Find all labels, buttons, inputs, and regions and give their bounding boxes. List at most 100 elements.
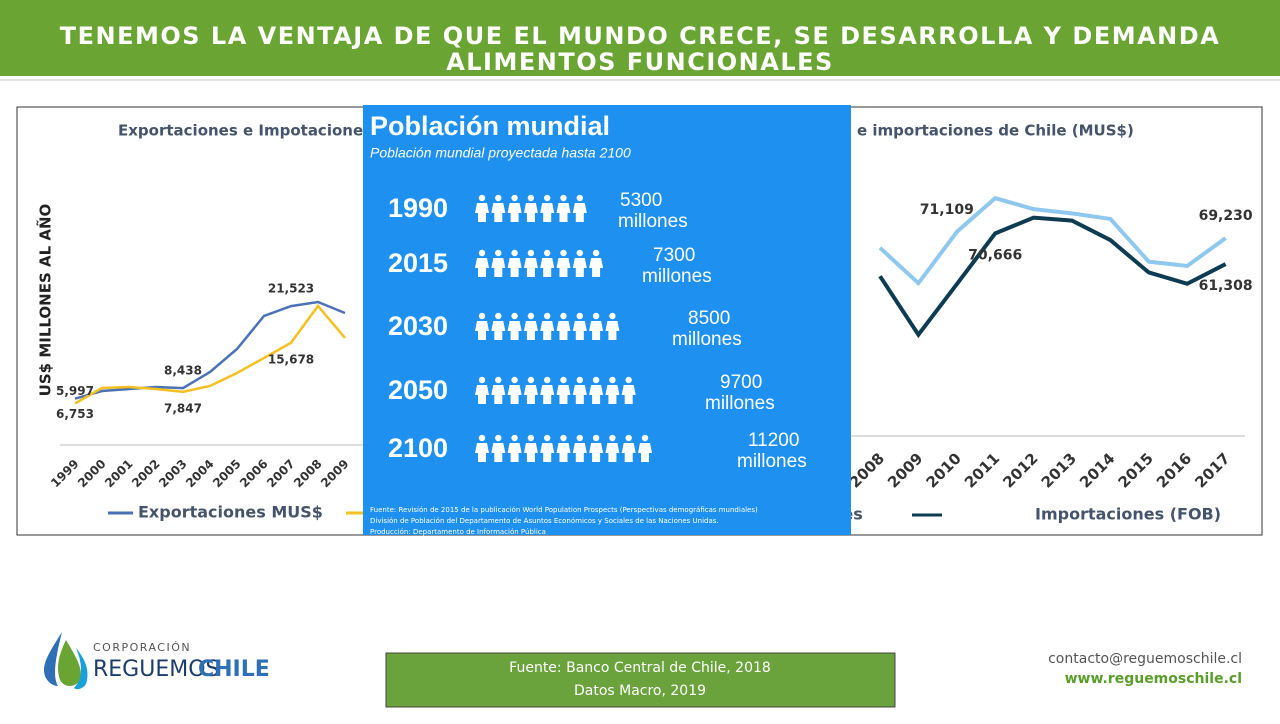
logo-drop — [44, 632, 62, 686]
person-icon — [478, 194, 486, 202]
row-unit: millones — [737, 451, 807, 472]
person-icon — [507, 321, 522, 340]
person-icon — [511, 434, 518, 442]
person-icon — [495, 194, 502, 202]
series-line — [74, 303, 346, 405]
infographic-source: Fuente: Revisión de 2015 de la publicaci… — [370, 506, 758, 514]
logo-drop — [74, 648, 88, 690]
person-icon — [523, 258, 538, 277]
person-icon — [507, 258, 522, 277]
person-icon — [556, 385, 571, 404]
header-title: TENEMOS LA VENTAJA DE QUE EL MUNDO CRECE… — [60, 22, 1221, 50]
data-label: 6,753 — [56, 407, 94, 421]
person-icon — [544, 194, 551, 202]
person-icon — [523, 385, 538, 404]
chart-title: Exportaciones e Impotaciones — [118, 122, 372, 140]
row-year: 2100 — [388, 433, 448, 463]
person-icon — [621, 385, 636, 404]
data-label: 21,523 — [268, 282, 314, 296]
row-amount: 11200 — [748, 430, 799, 451]
logo-text: CHILE — [198, 657, 270, 682]
person-icon — [544, 434, 551, 442]
person-icon — [523, 321, 538, 340]
infographic-source: División de Población del Departamento d… — [370, 517, 719, 525]
infographic-title: Población mundial — [370, 111, 610, 141]
row-amount: 8500 — [688, 308, 730, 329]
data-label: 70,666 — [968, 247, 1022, 263]
person-icon — [511, 194, 518, 202]
person-icon — [572, 321, 587, 340]
series-line — [74, 300, 346, 400]
person-icon — [540, 203, 555, 222]
row-year: 2030 — [388, 311, 448, 341]
row-year: 1990 — [388, 193, 448, 223]
data-label: 7,847 — [164, 401, 202, 415]
data-label: 5,997 — [56, 384, 94, 398]
person-icon — [527, 194, 535, 202]
person-icon — [478, 376, 486, 384]
person-icon — [560, 434, 567, 442]
person-icon — [638, 443, 652, 462]
person-icon — [576, 376, 583, 384]
data-label: 8,438 — [164, 364, 202, 378]
person-icon — [475, 203, 489, 222]
person-icon — [491, 443, 506, 462]
person-icon — [511, 249, 518, 257]
person-icon — [523, 443, 538, 462]
person-icon — [641, 434, 649, 442]
person-icon — [540, 258, 555, 277]
contact-web: www.reguemoschile.cl — [1065, 671, 1242, 687]
person-icon — [589, 321, 604, 340]
person-icon — [605, 321, 620, 340]
y-axis-label: US$ MILLONES AL AÑO — [36, 204, 55, 397]
source-box — [385, 652, 896, 708]
person-icon — [491, 321, 506, 340]
data-label: 15,678 — [268, 352, 314, 366]
person-icon — [540, 385, 555, 404]
person-icon — [609, 312, 616, 320]
row-unit: millones — [618, 211, 688, 232]
person-icon — [576, 194, 583, 202]
legend-label: Exportaciones MUS$ — [138, 503, 323, 522]
person-icon — [495, 376, 502, 384]
person-icon — [592, 249, 600, 257]
source-text: Datos Macro, 2019 — [574, 683, 706, 699]
person-icon — [507, 443, 522, 462]
person-icon — [495, 249, 502, 257]
charts: Exportaciones e Impotaciones US$ MILLONES… — [36, 122, 1253, 524]
person-icon — [544, 249, 551, 257]
logo-text: CORPORACIÓN — [93, 641, 191, 654]
person-icon — [556, 443, 571, 462]
person-icon — [589, 443, 604, 462]
person-icon — [560, 312, 567, 320]
person-icon — [475, 443, 489, 462]
person-icon — [475, 321, 489, 340]
logo-drop — [58, 640, 81, 686]
person-icon — [511, 376, 518, 384]
row-year: 2050 — [388, 375, 448, 405]
person-icon — [592, 434, 600, 442]
person-icon — [592, 376, 600, 384]
person-icon — [544, 312, 551, 320]
person-icon — [527, 249, 535, 257]
logo: CORPORACIÓN REGUEMOS CHILE — [44, 632, 270, 690]
person-icon — [507, 203, 522, 222]
person-icon — [478, 312, 486, 320]
row-unit: millones — [642, 266, 712, 287]
row-amount: 5300 — [620, 190, 662, 211]
person-icon — [540, 443, 555, 462]
series-line — [878, 215, 1227, 339]
data-label: 61,308 — [1199, 278, 1253, 294]
contact-email: contacto@reguemoschile.cl — [1048, 651, 1242, 667]
header-title: ALIMENTOS FUNCIONALES — [446, 48, 834, 76]
person-icon — [511, 312, 518, 320]
person-icon — [625, 376, 632, 384]
person-icon — [527, 434, 535, 442]
person-icon — [572, 443, 587, 462]
series-line — [878, 195, 1227, 287]
infographic-subtitle: Población mundial proyectada hasta 2100 — [370, 145, 631, 161]
person-icon — [589, 385, 604, 404]
person-icon — [475, 385, 489, 404]
person-icon — [589, 258, 604, 277]
row-unit: millones — [672, 329, 742, 350]
